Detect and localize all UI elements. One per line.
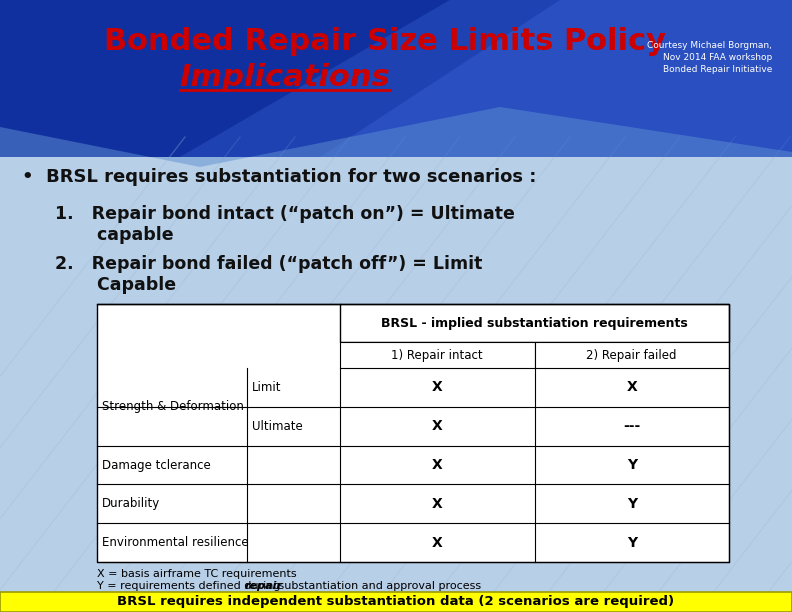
Text: Environmental resilience: Environmental resilience [102,536,249,549]
Text: •  BRSL requires substantiation for two scenarios :: • BRSL requires substantiation for two s… [22,168,536,186]
Bar [0,592,792,612]
Text: Bonded Repair Size Limits Policy: Bonded Repair Size Limits Policy [104,28,666,56]
Text: 1.   Repair bond intact (“patch on”) = Ultimate: 1. Repair bond intact (“patch on”) = Ult… [55,205,515,223]
Text: BRSL - implied substantiation requirements: BRSL - implied substantiation requiremen… [381,316,688,329]
Text: Limit: Limit [252,381,281,394]
Bar [97,304,729,562]
Polygon shape [0,107,792,167]
Text: 2) Repair failed: 2) Repair failed [587,348,677,362]
Text: Y: Y [626,458,637,472]
Bar [340,342,535,368]
Text: Y: Y [626,497,637,511]
Bar [340,304,729,342]
Text: Implications: Implications [180,62,390,92]
Text: Ultimate: Ultimate [252,420,303,433]
Text: 2.   Repair bond failed (“patch off”) = Limit: 2. Repair bond failed (“patch off”) = Li… [55,255,482,273]
Text: X: X [432,419,443,433]
Text: capable: capable [55,226,173,244]
Text: X = basis airframe TC requirements: X = basis airframe TC requirements [97,569,297,579]
Text: X: X [432,381,443,394]
Text: X: X [432,458,443,472]
Text: 1) Repair intact: 1) Repair intact [391,348,483,362]
Text: Nov 2014 FAA workshop: Nov 2014 FAA workshop [663,53,772,62]
Bar [97,304,729,562]
Text: Bonded Repair Initiative: Bonded Repair Initiative [663,65,772,75]
Text: repair: repair [245,581,283,591]
Polygon shape [180,0,792,157]
Bar [0,0,792,157]
Text: X: X [432,536,443,550]
Text: Y = requirements defined during: Y = requirements defined during [97,581,284,591]
Bar [535,342,729,368]
Text: Strength & Deformation: Strength & Deformation [102,400,244,413]
Text: Durability: Durability [102,498,160,510]
Text: ---: --- [623,419,641,433]
Text: X: X [626,381,637,394]
Text: X: X [432,497,443,511]
Text: Damage tclerance: Damage tclerance [102,458,211,471]
Text: substantiation and approval process: substantiation and approval process [275,581,481,591]
Text: Y: Y [626,536,637,550]
Text: BRSL requires independent substantiation data (2 scenarios are required): BRSL requires independent substantiation… [117,595,675,608]
Polygon shape [320,0,792,157]
Text: Courtesy Michael Borgman,: Courtesy Michael Borgman, [647,42,772,51]
Text: Capable: Capable [55,276,176,294]
